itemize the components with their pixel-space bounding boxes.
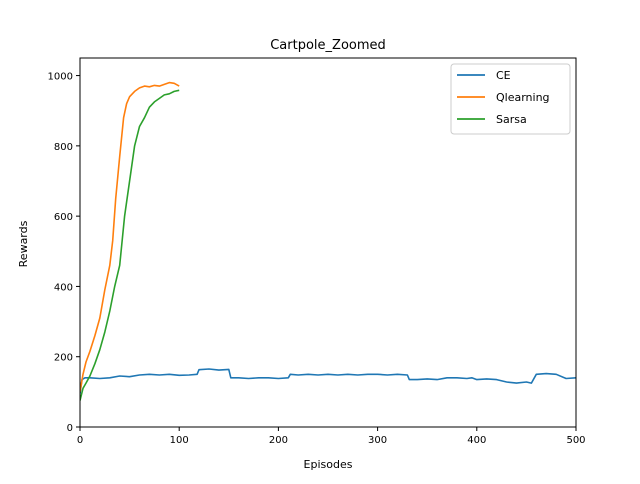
x-tick-label: 500 <box>566 435 585 446</box>
legend-label-ce: CE <box>496 69 511 82</box>
plot-frame <box>79 57 577 428</box>
x-axis-title: Episodes <box>304 458 353 471</box>
y-tick-label: 800 <box>54 142 73 153</box>
y-tick-label: 600 <box>54 212 73 223</box>
series-line-ce <box>80 368 576 394</box>
y-tick-label: 400 <box>54 282 73 293</box>
y-tick-label: 1000 <box>48 72 73 83</box>
x-tick-label: 400 <box>467 435 486 446</box>
x-tick-label: 200 <box>269 435 288 446</box>
x-tick-label: 300 <box>368 435 387 446</box>
series-line-sarsa <box>80 89 180 401</box>
series-line-qlearning <box>80 81 180 393</box>
legend-label-qlearning: Qlearning <box>496 91 550 104</box>
legend-label-sarsa: Sarsa <box>496 113 527 126</box>
chart-title: Cartpole_Zoomed <box>270 38 386 53</box>
legend-box <box>450 63 571 135</box>
y-tick-label: 200 <box>54 353 73 364</box>
y-tick-label: 0 <box>67 423 73 434</box>
x-tick-label: 0 <box>77 435 83 446</box>
y-axis-title: Rewards <box>17 220 30 267</box>
x-tick-label: 100 <box>170 435 189 446</box>
